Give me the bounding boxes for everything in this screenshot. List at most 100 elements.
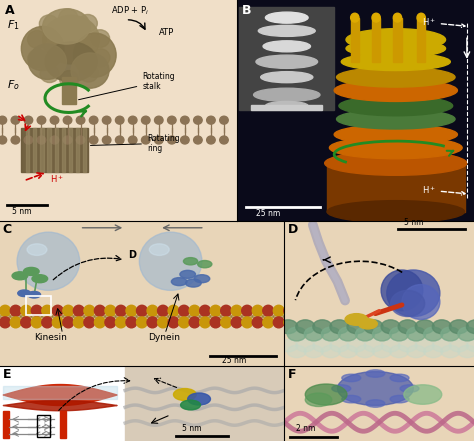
Text: H$^+$: H$^+$ (422, 184, 465, 196)
Ellipse shape (424, 345, 443, 358)
Ellipse shape (330, 340, 349, 352)
Ellipse shape (313, 320, 332, 334)
Ellipse shape (338, 327, 357, 341)
Ellipse shape (415, 340, 434, 352)
Ellipse shape (188, 393, 210, 405)
Ellipse shape (28, 50, 47, 67)
Ellipse shape (0, 305, 10, 316)
Ellipse shape (337, 109, 455, 129)
Ellipse shape (0, 314, 10, 319)
Ellipse shape (366, 370, 385, 377)
Ellipse shape (296, 320, 315, 334)
Ellipse shape (372, 13, 380, 22)
Ellipse shape (94, 317, 105, 328)
Ellipse shape (364, 320, 383, 334)
Circle shape (141, 136, 150, 144)
Ellipse shape (304, 327, 323, 341)
Ellipse shape (28, 44, 66, 79)
Ellipse shape (381, 320, 400, 334)
Ellipse shape (21, 314, 32, 319)
Ellipse shape (91, 49, 110, 67)
Circle shape (155, 116, 163, 124)
Ellipse shape (339, 96, 453, 116)
Ellipse shape (347, 320, 366, 334)
Ellipse shape (242, 305, 253, 316)
Circle shape (167, 116, 176, 124)
Circle shape (219, 136, 228, 144)
Ellipse shape (263, 41, 310, 52)
Bar (62, 77, 76, 104)
Ellipse shape (342, 396, 361, 403)
Ellipse shape (381, 270, 423, 311)
Circle shape (207, 116, 215, 124)
Bar (0, 366, 122, 441)
Bar (251, 105, 322, 110)
Ellipse shape (404, 385, 442, 404)
Ellipse shape (337, 67, 455, 87)
Ellipse shape (284, 314, 295, 319)
Ellipse shape (73, 317, 84, 328)
Ellipse shape (189, 305, 200, 316)
Text: $F_o$: $F_o$ (7, 78, 20, 92)
Ellipse shape (149, 244, 169, 255)
Ellipse shape (351, 13, 359, 22)
Ellipse shape (242, 317, 253, 328)
Circle shape (50, 116, 59, 124)
Ellipse shape (173, 389, 196, 400)
Ellipse shape (31, 314, 42, 319)
Circle shape (102, 116, 111, 124)
Ellipse shape (78, 15, 97, 32)
Ellipse shape (189, 314, 200, 319)
Ellipse shape (254, 88, 320, 101)
Ellipse shape (252, 317, 263, 328)
Text: 5 nm: 5 nm (12, 207, 31, 216)
Ellipse shape (466, 340, 474, 352)
Ellipse shape (364, 340, 383, 352)
Ellipse shape (265, 12, 308, 23)
Ellipse shape (296, 340, 315, 352)
Ellipse shape (273, 314, 284, 319)
Ellipse shape (466, 320, 474, 334)
Ellipse shape (42, 317, 53, 328)
Ellipse shape (345, 314, 368, 325)
Ellipse shape (157, 317, 168, 328)
Ellipse shape (0, 317, 10, 328)
Circle shape (11, 116, 19, 124)
Ellipse shape (32, 275, 47, 283)
Ellipse shape (366, 400, 385, 407)
Ellipse shape (43, 9, 90, 44)
Ellipse shape (242, 314, 253, 319)
Ellipse shape (265, 101, 308, 110)
Text: 25 nm: 25 nm (256, 209, 280, 218)
Ellipse shape (10, 314, 21, 319)
Text: Rotating
stalk: Rotating stalk (79, 72, 175, 100)
Ellipse shape (356, 327, 374, 341)
Bar (393, 18, 402, 62)
Ellipse shape (263, 305, 273, 316)
Ellipse shape (441, 327, 460, 341)
Circle shape (128, 116, 137, 124)
Ellipse shape (358, 319, 377, 329)
Ellipse shape (334, 79, 457, 101)
Ellipse shape (458, 345, 474, 358)
Text: D: D (288, 224, 299, 236)
Ellipse shape (402, 284, 440, 319)
Ellipse shape (39, 15, 58, 33)
Ellipse shape (329, 137, 462, 159)
Bar (47, 128, 51, 172)
Ellipse shape (284, 317, 295, 328)
Ellipse shape (346, 40, 446, 57)
Bar (37, 415, 50, 437)
Ellipse shape (10, 305, 21, 316)
Bar (69, 128, 72, 172)
Bar (327, 163, 465, 212)
Ellipse shape (424, 327, 443, 341)
Ellipse shape (400, 385, 419, 392)
Circle shape (89, 116, 98, 124)
Ellipse shape (305, 393, 332, 407)
Text: E: E (3, 367, 11, 381)
Ellipse shape (168, 314, 179, 319)
Text: Kinesin: Kinesin (34, 333, 67, 342)
Ellipse shape (356, 345, 374, 358)
Circle shape (181, 136, 189, 144)
